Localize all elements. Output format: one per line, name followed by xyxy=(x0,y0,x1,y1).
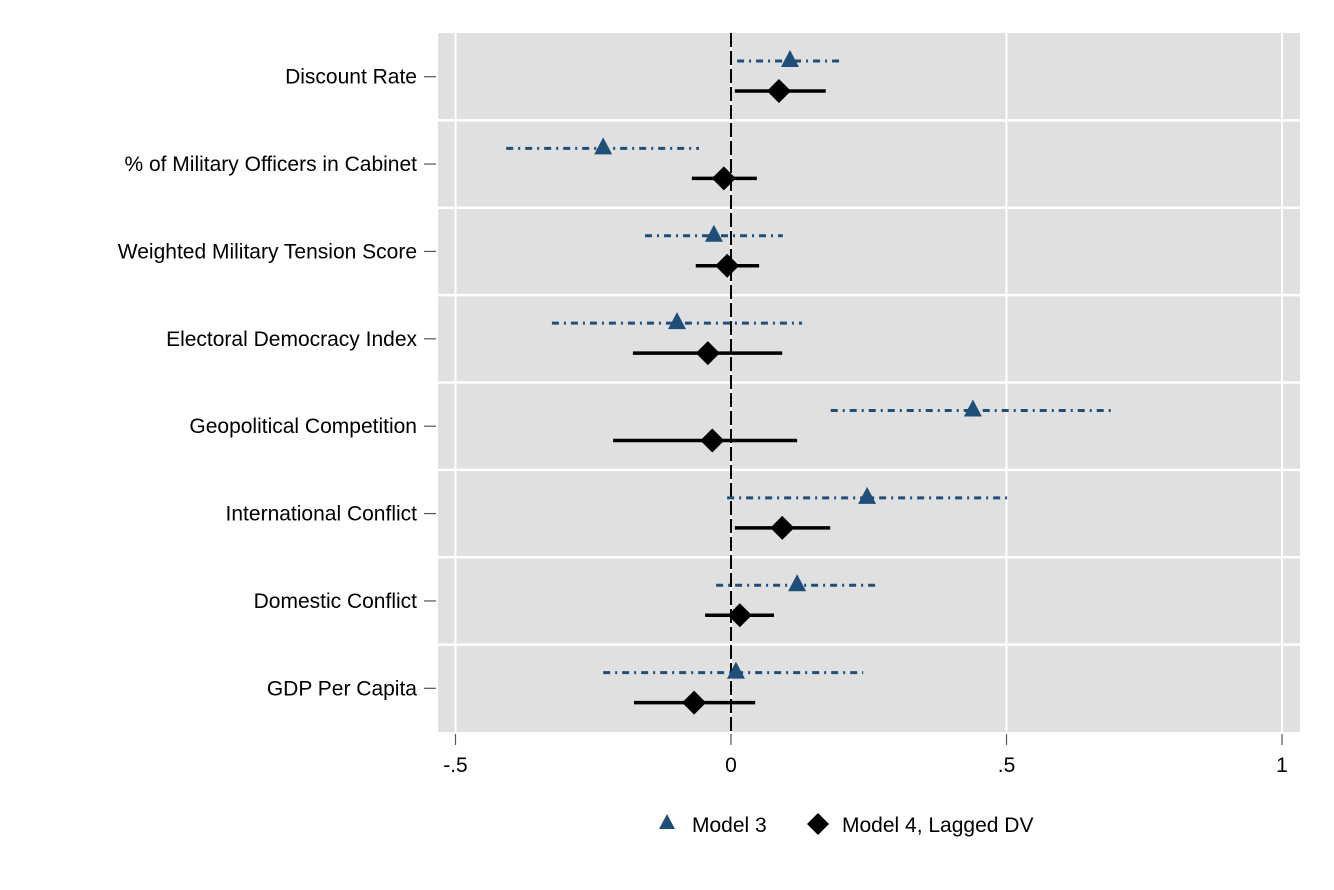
point-estimate-diamond xyxy=(695,341,720,366)
legend-marker-model4-diamond-icon xyxy=(807,813,829,835)
point-estimate-triangle xyxy=(668,312,687,330)
y-tick-label: Electoral Democracy Index xyxy=(166,328,417,351)
point-estimate-diamond xyxy=(711,166,736,191)
x-tick-label: -.5 xyxy=(443,754,468,777)
y-tick-label: GDP Per Capita xyxy=(267,677,417,700)
point-estimate-diamond xyxy=(766,79,791,103)
y-tick-label: International Conflict xyxy=(226,503,418,526)
legend-marker-model3-triangle-icon xyxy=(659,814,675,829)
point-estimate-triangle xyxy=(594,137,613,155)
point-estimate-triangle xyxy=(726,661,745,679)
series-model4 xyxy=(613,79,831,715)
x-axis: -.5 0 .5 1 xyxy=(443,734,1288,777)
point-estimate-triangle xyxy=(780,50,799,67)
x-tick-label: 0 xyxy=(725,754,737,777)
y-tick-label: Domestic Conflict xyxy=(254,590,418,613)
point-estimate-triangle xyxy=(704,224,723,242)
x-tick-label: .5 xyxy=(998,754,1016,777)
y-tick-label: % of Military Officers in Cabinet xyxy=(124,153,417,176)
point-estimate-diamond xyxy=(727,603,752,628)
point-estimate-triangle xyxy=(963,399,982,417)
y-tick-label: Geopolitical Competition xyxy=(189,415,417,438)
x-tick-label: 1 xyxy=(1276,754,1288,777)
legend: Model 3 Model 4, Lagged DV xyxy=(659,813,1033,837)
point-estimate-diamond xyxy=(715,253,740,278)
point-estimate-diamond xyxy=(770,515,795,540)
series-model3 xyxy=(506,50,1113,679)
horizontal-gridlines xyxy=(438,119,1300,646)
legend-label-model3: Model 3 xyxy=(692,814,767,837)
point-estimate-diamond xyxy=(700,428,725,453)
chart-marks xyxy=(506,50,1113,715)
point-estimate-diamond xyxy=(682,690,707,715)
y-axis: Discount Rate % of Military Officers in C… xyxy=(118,66,436,700)
y-tick-label: Weighted Military Tension Score xyxy=(118,240,417,263)
point-estimate-triangle xyxy=(788,574,807,592)
legend-label-model4: Model 4, Lagged DV xyxy=(842,814,1033,837)
point-estimate-triangle xyxy=(858,486,877,504)
y-tick-label: Discount Rate xyxy=(285,66,417,89)
